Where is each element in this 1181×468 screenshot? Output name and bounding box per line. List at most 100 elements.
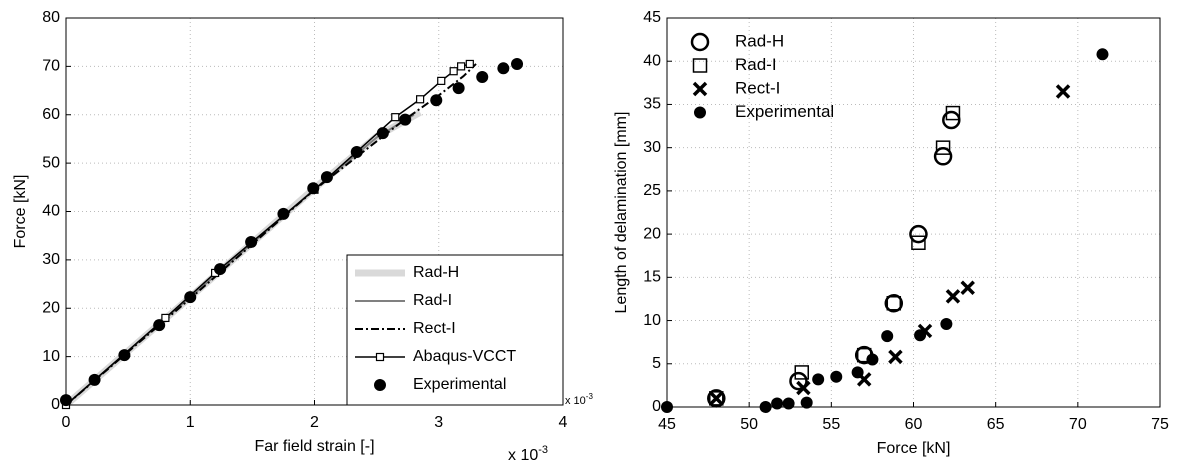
marker-dot	[350, 145, 363, 158]
multiplier-base: x 10	[565, 395, 586, 407]
marker-dot	[782, 397, 795, 410]
multiplier-exponent: -3	[538, 444, 548, 456]
legend-label: Rect-I	[735, 78, 780, 97]
y-tick-label: 50	[42, 154, 60, 171]
y-tick-label: 0	[652, 398, 661, 415]
marker-open-circle	[707, 389, 726, 408]
multiplier-exponent: -3	[586, 392, 594, 401]
marker-cross	[796, 380, 811, 396]
legend-label: Abaqus-VCCT	[413, 348, 516, 365]
x-tick-label: 2	[310, 414, 319, 431]
y-tick-label: 15	[643, 269, 661, 286]
y-tick-label: 35	[643, 96, 661, 113]
marker-dot	[1096, 48, 1109, 61]
y-tick-label: 30	[643, 139, 661, 156]
marker-dot	[812, 373, 825, 386]
marker-square	[375, 352, 385, 362]
y-tick-label: 20	[643, 225, 661, 242]
marker-dot	[866, 353, 879, 366]
marker-cross	[692, 81, 708, 97]
marker-dot	[800, 396, 813, 409]
marker-dot	[277, 207, 290, 220]
marker-square	[935, 140, 951, 155]
plot-frame	[666, 17, 1161, 408]
marker-dot	[914, 329, 927, 342]
marker-dot	[497, 62, 510, 75]
y-axis-label: Length of delamination [mm]	[613, 112, 630, 314]
marker-square	[911, 235, 926, 251]
x-tick-label: 4	[559, 414, 568, 431]
marker-dot	[694, 106, 706, 119]
x-tick-label: 75	[1151, 416, 1169, 433]
y-tick-label: 5	[652, 355, 661, 372]
marker-square	[465, 59, 474, 69]
legend-label: Rad-I	[735, 55, 777, 74]
marker-square	[391, 113, 400, 122]
marker-square	[449, 67, 458, 76]
marker-dot	[881, 330, 894, 343]
y-tick-label: 30	[42, 251, 60, 268]
marker-dot	[214, 263, 227, 276]
plot-frame	[65, 17, 564, 406]
legend-label: Rad-H	[735, 31, 784, 50]
marker-cross	[1055, 84, 1071, 99]
legend-label: Experimental	[413, 376, 506, 393]
marker-cross	[888, 349, 903, 365]
marker-open-circle	[933, 147, 953, 166]
legend-label: Rad-H	[413, 264, 459, 281]
x-axis-label: Far field strain [-]	[254, 438, 374, 455]
marker-dot	[830, 370, 843, 383]
y-tick-label: 20	[42, 299, 60, 316]
legend-label: Rad-I	[413, 292, 452, 309]
marker-square	[709, 391, 724, 406]
multiplier-base: x 10	[508, 447, 538, 464]
marker-dot	[430, 94, 443, 107]
marker-dot	[245, 235, 258, 248]
x-multiplier: x 10-3	[508, 444, 548, 464]
x-axis-label: Force [kN]	[877, 440, 951, 457]
x-tick-label: 65	[987, 416, 1005, 433]
y-tick-label: 40	[42, 203, 60, 220]
marker-dot	[307, 182, 320, 195]
y-axis-label: Force [kN]	[12, 175, 29, 249]
marker-dot	[771, 397, 784, 410]
y-tick-label: 10	[643, 312, 661, 329]
y-tick-label: 25	[643, 182, 661, 199]
x-tick-label: 55	[822, 416, 840, 433]
x-tick-label: 50	[740, 416, 758, 433]
marker-square	[794, 365, 810, 380]
marker-dot	[511, 57, 524, 70]
x-tick-label: 3	[434, 414, 443, 431]
marker-square	[161, 313, 170, 323]
plot-background	[667, 18, 1160, 407]
x-tick-label: 60	[905, 416, 923, 433]
marker-dot	[184, 291, 197, 304]
marker-square	[886, 296, 902, 311]
marker-dot	[851, 366, 864, 379]
marker-open-circle	[884, 294, 904, 313]
x-tick-label: 70	[1069, 416, 1087, 433]
marker-square	[437, 76, 446, 85]
marker-dot	[399, 113, 412, 126]
y-tick-label: 60	[42, 106, 60, 123]
marker-cross	[960, 280, 975, 295]
marker-open-circle	[690, 32, 710, 52]
y-tick-label: 70	[42, 58, 60, 75]
x-tick-label: 1	[186, 414, 195, 431]
x-multiplier-corner: x 10-3	[565, 392, 593, 407]
legend-label: Experimental	[735, 102, 834, 121]
marker-open-circle	[909, 224, 928, 244]
x-tick-label: 0	[62, 414, 71, 431]
marker-dot	[452, 82, 465, 95]
y-tick-label: 40	[643, 52, 661, 69]
x-tick-label: 45	[658, 416, 676, 433]
marker-dot	[374, 379, 386, 391]
marker-dot	[376, 127, 389, 140]
marker-square	[692, 58, 708, 73]
marker-square	[416, 95, 425, 104]
marker-dot	[320, 171, 333, 184]
marker-square	[945, 105, 961, 121]
y-tick-label: 45	[643, 9, 661, 26]
marker-cross	[709, 391, 724, 406]
